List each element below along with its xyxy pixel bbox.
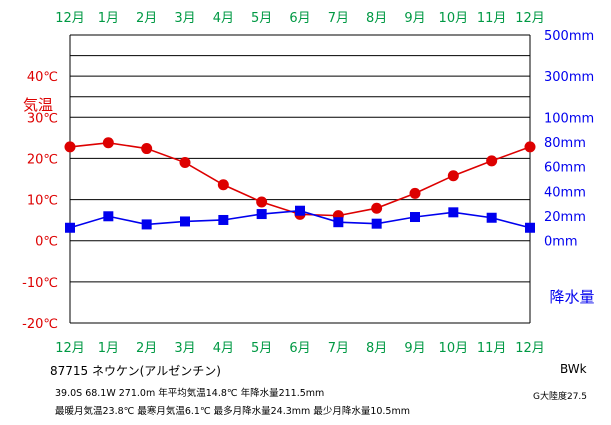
month-label-top: 9月 [404, 11, 425, 26]
temperature-axis-title: 気温 [23, 96, 53, 114]
month-label-bottom: 4月 [213, 341, 234, 356]
temperature-point [217, 179, 229, 191]
precipitation-axis-title: 降水量 [549, 288, 594, 306]
month-label-bottom: 12月 [55, 341, 85, 356]
month-label-bottom: 5月 [251, 341, 272, 356]
month-label-bottom: 7月 [328, 341, 349, 356]
month-label-bottom: 8月 [366, 341, 387, 356]
temperature-tick-label: 0℃ [35, 235, 58, 250]
month-label-bottom: 1月 [98, 341, 119, 356]
temperature-point [486, 155, 498, 167]
month-label-top: 1月 [98, 11, 119, 26]
precipitation-point [295, 205, 305, 216]
month-label-bottom: 10月 [439, 341, 469, 356]
month-label-bottom: 11月 [477, 341, 507, 356]
precipitation-tick-label: 0mm [544, 235, 578, 250]
temperature-point [447, 170, 459, 182]
precipitation-tick-label: 300mm [544, 70, 594, 85]
month-label-bottom: 2月 [136, 341, 157, 356]
month-label-top: 10月 [439, 11, 469, 26]
precipitation-tick-label: 40mm [544, 185, 586, 200]
precipitation-point [448, 207, 459, 218]
precipitation-tick-label: 500mm [544, 29, 594, 44]
month-label-bottom: 6月 [289, 341, 310, 356]
month-label-top: 6月 [289, 11, 310, 26]
month-label-top: 11月 [477, 11, 507, 26]
temperature-tick-label: -20℃ [22, 317, 58, 332]
temperature-tick-label: 40℃ [27, 70, 58, 85]
month-label-top: 4月 [213, 11, 234, 26]
month-label-top: 8月 [366, 11, 387, 26]
precipitation-point [525, 222, 535, 233]
month-label-top: 12月 [515, 11, 545, 26]
temperature-point [102, 137, 114, 149]
month-label-top: 7月 [328, 11, 349, 26]
precipitation-point [218, 214, 229, 225]
month-label-top: 3月 [174, 11, 195, 26]
continentality-index: G大陸度27.5 [533, 392, 588, 402]
month-label-bottom: 12月 [515, 341, 545, 356]
precipitation-point [65, 222, 75, 233]
precipitation-point [410, 212, 420, 223]
temperature-point [409, 187, 421, 199]
temperature-line [69, 141, 531, 217]
precipitation-point [256, 209, 267, 220]
precipitation-point [486, 212, 497, 223]
temperature-point [179, 157, 191, 169]
month-label-bottom: 3月 [174, 341, 195, 356]
precipitation-point [371, 218, 382, 229]
precipitation-point [141, 219, 152, 230]
precipitation-point [180, 216, 190, 227]
temperature-tick-label: 30℃ [27, 111, 58, 126]
month-label-top: 12月 [55, 11, 85, 26]
temperature-point [141, 143, 153, 155]
precipitation-point [333, 217, 344, 228]
temperature-tick-label: 10℃ [27, 194, 58, 209]
temperature-point [524, 141, 536, 153]
temperature-tick-label: 20℃ [27, 152, 58, 167]
precipitation-tick-label: 60mm [544, 161, 586, 176]
station-info-line-2: 最暖月気温23.8℃ 最寒月気温6.1℃ 最多月降水量24.3mm 最少月降水量… [55, 406, 410, 417]
temperature-point [371, 202, 383, 214]
climate-class: BWk [560, 362, 587, 376]
month-label-bottom: 9月 [404, 341, 425, 356]
month-label-top: 2月 [136, 11, 157, 26]
month-label-top: 5月 [251, 11, 272, 26]
precipitation-point [103, 211, 114, 222]
precipitation-tick-label: 80mm [544, 136, 586, 151]
temperature-point [64, 141, 76, 153]
temperature-tick-label: -10℃ [22, 276, 58, 291]
precipitation-tick-label: 100mm [544, 111, 594, 126]
station-title: 87715 ネウケン(アルゼンチン) [50, 364, 221, 378]
station-info-line-1: 39.0S 68.1W 271.0m 年平均気温14.8℃ 年降水量211.5m… [55, 388, 325, 399]
precipitation-tick-label: 20mm [544, 210, 586, 225]
temperature-point [256, 196, 268, 208]
